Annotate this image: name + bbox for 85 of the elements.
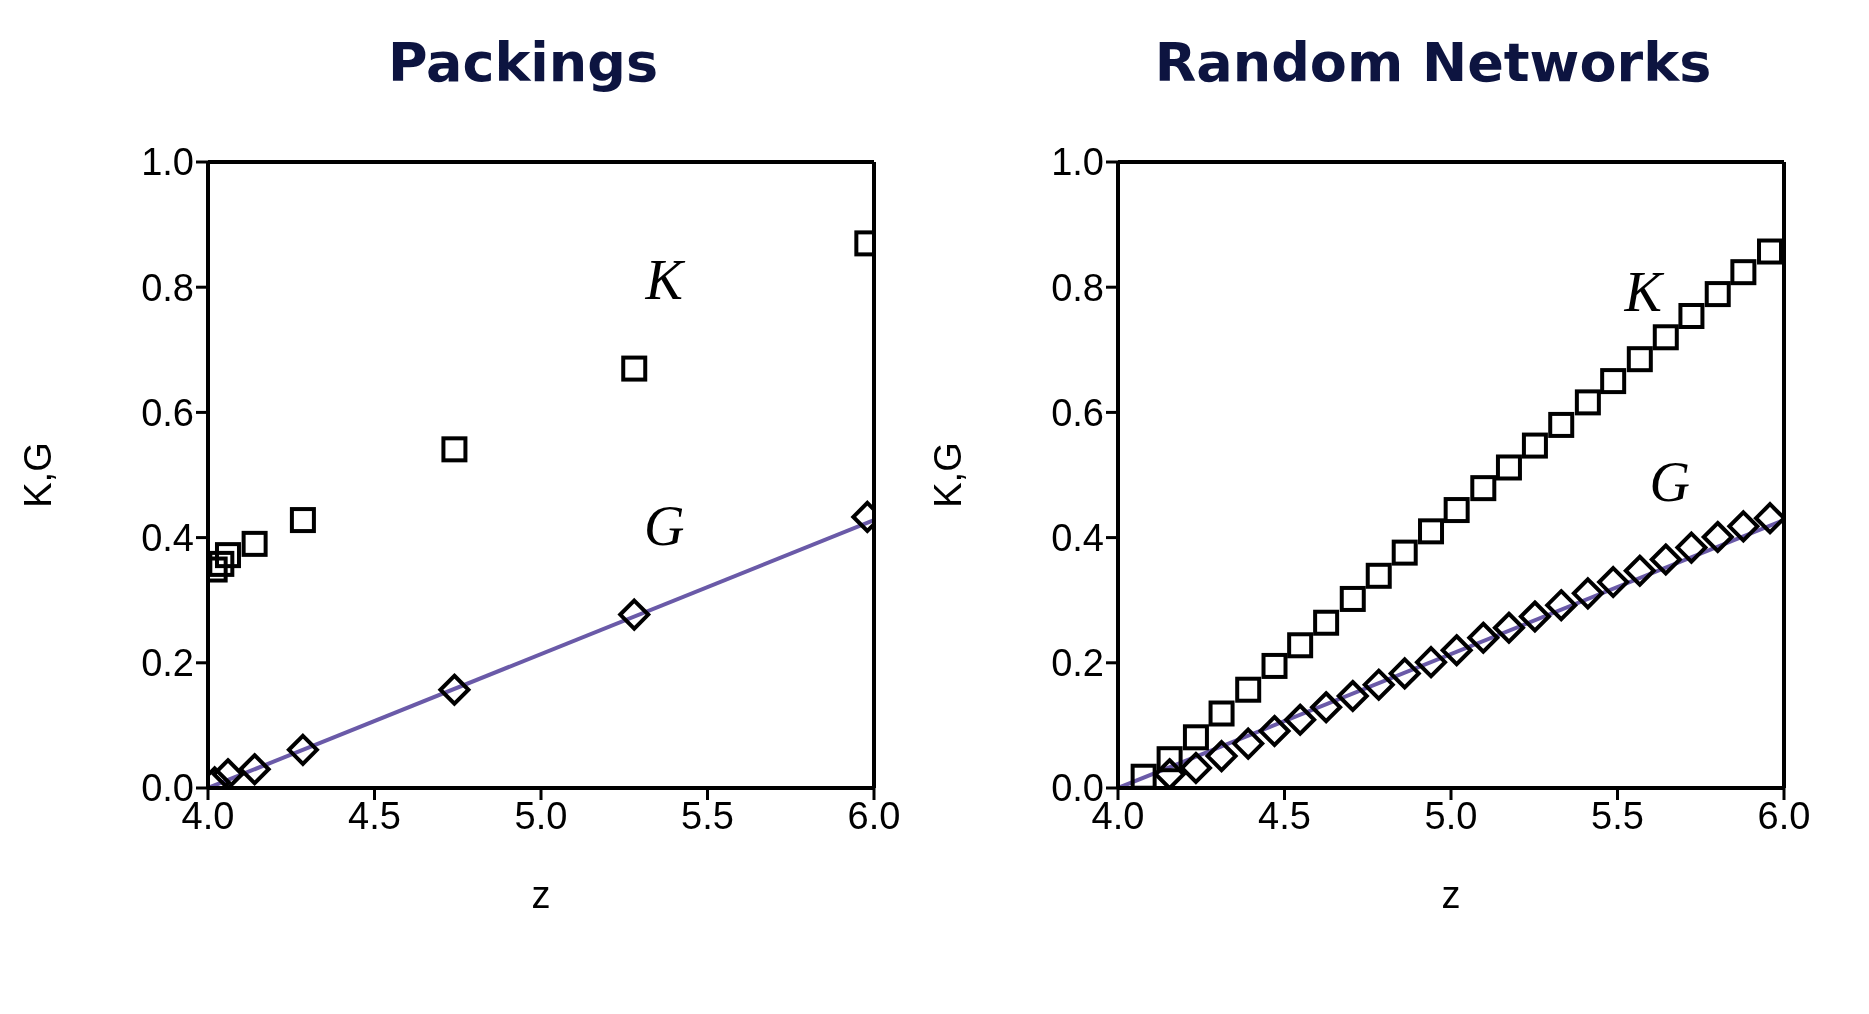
point [1156, 746, 1183, 773]
point [1182, 724, 1209, 751]
point [1649, 543, 1682, 576]
point [1574, 389, 1601, 416]
point [1757, 238, 1784, 265]
point [1287, 632, 1314, 659]
chart-title: Random Networks [1153, 30, 1713, 96]
y-tick-label: 1.0 [1051, 141, 1104, 184]
point [286, 733, 319, 766]
point [1470, 475, 1497, 502]
point [1313, 609, 1340, 636]
point [1571, 577, 1604, 610]
point [214, 542, 241, 569]
point [211, 758, 244, 788]
x-tick-label: 5.0 [1424, 794, 1478, 837]
point [1623, 554, 1656, 587]
point [1727, 510, 1760, 543]
point [289, 507, 316, 534]
point [1443, 497, 1470, 524]
x-tick-label: 4.5 [348, 794, 401, 837]
y-tick-label: 0.4 [1051, 517, 1104, 560]
point [208, 550, 235, 577]
point [1261, 652, 1288, 679]
point [1440, 634, 1473, 667]
point [1521, 432, 1548, 459]
y-tick-label: 1.0 [141, 141, 194, 184]
x-tick-label: 6.0 [847, 794, 901, 837]
point [1415, 646, 1448, 679]
point [1704, 281, 1731, 308]
point [1701, 520, 1734, 553]
point [241, 530, 268, 557]
y-tick-label: 0.2 [141, 642, 194, 685]
point [1336, 679, 1369, 712]
point [1545, 589, 1578, 622]
y-tick-label: 0.4 [141, 517, 194, 560]
y-axis-title: K,G [927, 442, 970, 508]
point [1310, 691, 1343, 724]
point [1495, 454, 1522, 481]
point [1235, 676, 1262, 703]
point [1365, 562, 1392, 589]
point [1130, 763, 1157, 788]
point [238, 753, 271, 786]
point [1391, 539, 1418, 566]
series-label: G [644, 494, 685, 557]
point [1339, 585, 1366, 612]
x-tick-label: 5.0 [514, 794, 568, 837]
x-tick-label: 4.5 [1258, 794, 1311, 837]
point [1153, 758, 1186, 788]
point [1284, 703, 1317, 736]
y-tick-label: 0.2 [1051, 642, 1104, 685]
x-tick-label: 6.0 [1757, 794, 1811, 837]
point [1362, 668, 1395, 701]
point [1518, 600, 1551, 633]
point [1232, 727, 1265, 760]
chart-title: Packings [386, 30, 660, 96]
point [1652, 324, 1679, 351]
series-label: G [1649, 450, 1691, 513]
point [1205, 740, 1238, 773]
x-axis-title: z [1441, 874, 1461, 916]
point [438, 673, 471, 706]
point [1179, 751, 1212, 784]
point [1388, 657, 1421, 690]
point [1548, 411, 1575, 438]
y-tick-label: 0.8 [1051, 266, 1104, 309]
point [1626, 346, 1653, 373]
x-tick-label: 5.5 [681, 794, 734, 837]
x-tick-label: 5.5 [1591, 794, 1644, 837]
point [1678, 303, 1705, 329]
point [1597, 566, 1630, 599]
y-axis-title: K,G [17, 442, 60, 508]
point [1208, 700, 1235, 727]
point [1418, 518, 1445, 545]
series-label: K [1623, 261, 1665, 324]
y-tick-label: 0.8 [141, 266, 194, 309]
x-axis-title: z [531, 874, 551, 916]
y-tick-label: 0.6 [141, 391, 194, 434]
y-tick-label: 0.6 [1051, 391, 1104, 434]
point [1600, 368, 1627, 395]
point [1492, 611, 1525, 644]
point [1258, 715, 1291, 748]
point [441, 436, 468, 463]
series-label: K [644, 248, 686, 311]
point [1675, 531, 1708, 564]
point [1730, 259, 1757, 286]
point [1467, 621, 1500, 654]
